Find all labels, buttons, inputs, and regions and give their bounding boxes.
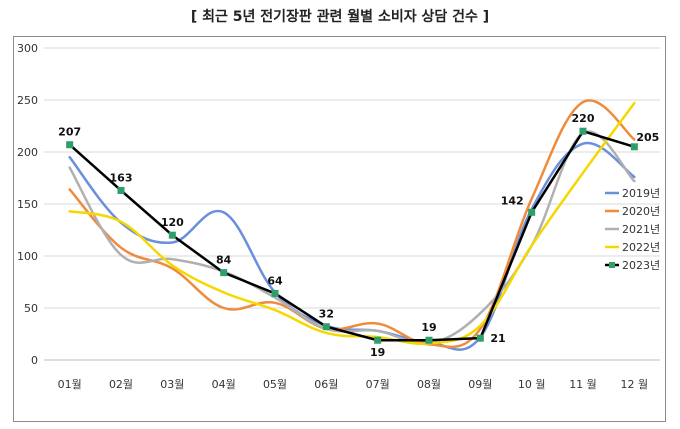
data-label: 120: [161, 216, 184, 229]
x-tick-label: 09월: [468, 378, 492, 391]
data-label: 19: [370, 346, 385, 359]
legend-marker: [609, 262, 615, 268]
x-tick-label: 03월: [160, 378, 184, 391]
series-line-2023년: [68, 129, 636, 342]
x-tick-label: 12 월: [621, 378, 649, 391]
legend: 2019년 2020년 2021년 2022년 2023년: [605, 187, 660, 272]
chart-title: [ 최근 5년 전기장판 관련 월별 소비자 상담 건수 ]: [190, 9, 490, 25]
data-label: 142: [501, 194, 524, 207]
x-tick-label: 02월: [109, 378, 133, 391]
y-tick-label: 150: [17, 198, 38, 211]
legend-entry: 2023년: [622, 259, 660, 272]
y-axis: 0 50 100 150 200 250 300: [17, 42, 38, 367]
x-tick-label: 11 월: [569, 378, 597, 391]
x-tick-label: 06월: [314, 378, 338, 391]
series-line-2020년: [68, 99, 636, 349]
data-label: 163: [110, 171, 133, 184]
chart-frame: [13, 36, 666, 422]
y-tick-label: 300: [17, 42, 38, 55]
data-point: [374, 336, 382, 344]
data-point: [220, 269, 228, 277]
data-point: [117, 186, 125, 194]
x-tick-label: 04월: [212, 378, 236, 391]
x-tick-label: 01월: [58, 378, 82, 391]
data-label: 19: [421, 321, 436, 334]
data-label: 32: [319, 308, 334, 321]
legend-entry: 2021년: [622, 223, 660, 236]
data-label: 21: [490, 332, 505, 345]
x-tick-label: 07월: [366, 378, 390, 391]
data-label: 220: [572, 112, 595, 125]
data-point: [425, 336, 433, 344]
data-label: 207: [58, 126, 81, 139]
x-tick-label: 08월: [417, 378, 441, 391]
y-tick-label: 250: [17, 94, 38, 107]
data-label: 205: [636, 131, 659, 144]
y-tick-label: 50: [24, 302, 38, 315]
data-point: [630, 143, 638, 151]
data-point: [322, 323, 330, 331]
x-tick-label: 10 월: [518, 378, 546, 391]
series-markers: [66, 127, 638, 344]
data-point: [168, 231, 176, 239]
x-axis: 01월 02월 03월 04월 05월 06월 07월 08월 09월 10 월 11 월 12 월: [58, 378, 649, 391]
y-tick-label: 0: [31, 354, 38, 367]
data-label: 84: [216, 254, 232, 267]
series-line-2019년: [68, 141, 636, 351]
legend-entry: 2019년: [622, 187, 660, 200]
data-point: [528, 208, 536, 216]
y-tick-label: 100: [17, 250, 38, 263]
data-labels: 207 163 120 84 64 32 19 19 21 142 220 205: [58, 112, 659, 359]
data-point: [579, 127, 587, 135]
data-point: [66, 141, 74, 149]
gridlines: [44, 47, 660, 361]
x-tick-label: 05월: [263, 378, 287, 391]
data-point: [476, 334, 484, 342]
y-tick-label: 200: [17, 146, 38, 159]
data-label: 64: [267, 274, 283, 287]
series-lines: [68, 99, 636, 351]
legend-entry: 2020년: [622, 205, 660, 218]
legend-entry: 2022년: [622, 241, 660, 254]
data-point: [271, 289, 279, 297]
series-line-2021년: [68, 130, 636, 346]
